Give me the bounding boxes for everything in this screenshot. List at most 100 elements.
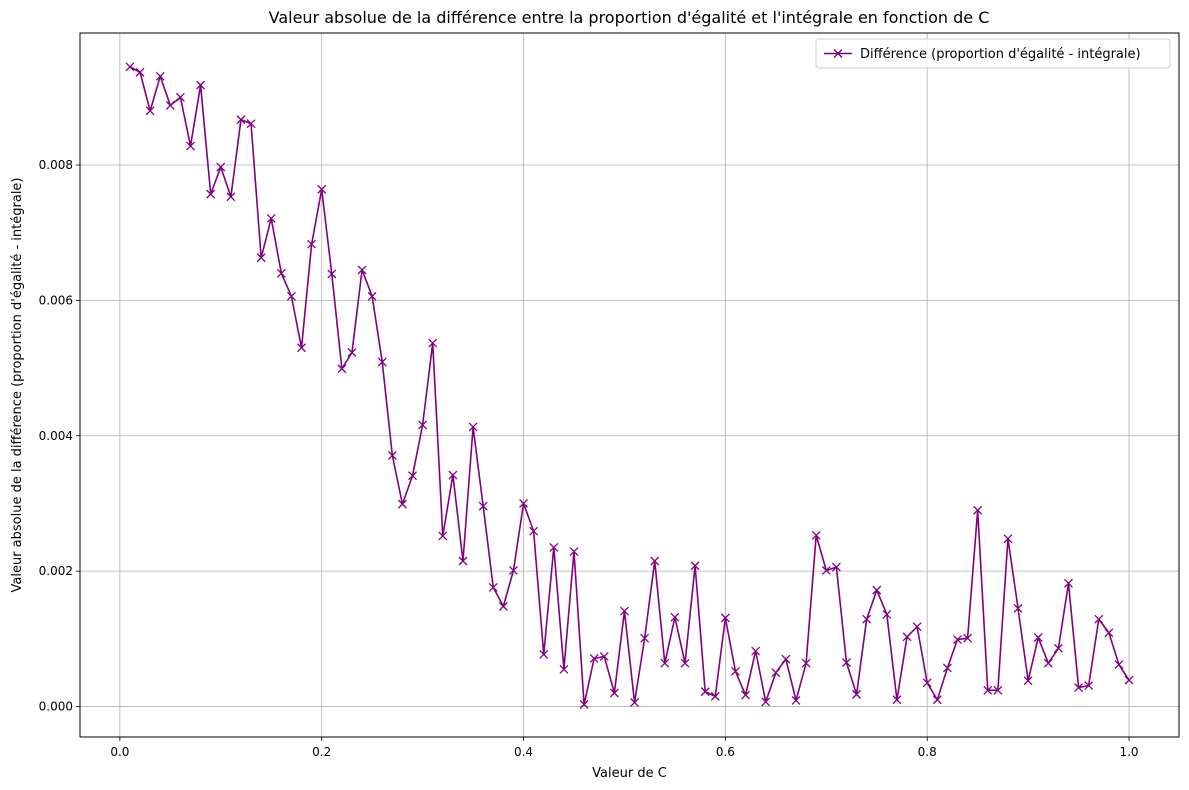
data-point-marker xyxy=(1114,660,1124,670)
data-point-marker xyxy=(791,695,801,705)
data-point-marker xyxy=(145,106,155,116)
data-point-marker xyxy=(256,253,266,263)
data-point-marker xyxy=(569,547,579,556)
data-point-marker xyxy=(458,556,468,566)
data-point-marker xyxy=(1074,683,1084,693)
data-point-marker xyxy=(589,654,599,663)
data-point-marker xyxy=(539,649,549,659)
plot-area-frame xyxy=(79,32,1180,738)
data-point-marker xyxy=(1003,534,1013,544)
data-series xyxy=(125,62,1134,709)
data-point-marker xyxy=(882,610,892,619)
data-point-marker xyxy=(983,685,993,695)
y-tick-label: 0.008 xyxy=(39,158,73,172)
data-point-marker xyxy=(781,654,791,664)
data-point-marker xyxy=(549,543,559,552)
data-point-marker xyxy=(831,562,841,572)
legend-label: Différence (proportion d'égalité - intég… xyxy=(860,47,1141,62)
x-axis-label: Valeur de C xyxy=(592,766,667,781)
data-point-marker xyxy=(367,291,377,301)
y-tick-label: 0.006 xyxy=(39,293,73,307)
data-point-marker xyxy=(468,422,478,432)
x-tick-label: 0.8 xyxy=(918,745,937,759)
data-point-marker xyxy=(529,526,539,536)
series-line xyxy=(129,66,1130,706)
data-point-marker xyxy=(357,265,367,275)
data-point-marker xyxy=(670,612,680,622)
y-tick-label: 0.000 xyxy=(39,700,73,714)
data-point-marker xyxy=(619,606,629,616)
data-point-marker xyxy=(508,566,518,575)
chart-title: Valeur absolue de la différence entre la… xyxy=(269,8,990,27)
data-point-marker xyxy=(1064,578,1073,588)
data-point-marker xyxy=(811,530,821,540)
data-point-marker xyxy=(478,501,488,511)
data-point-marker xyxy=(347,348,357,357)
data-point-marker xyxy=(155,71,165,81)
data-point-marker xyxy=(408,471,417,481)
data-point-marker xyxy=(428,338,438,348)
data-point-marker xyxy=(337,364,347,374)
data-point-marker xyxy=(1084,681,1094,691)
data-point-marker xyxy=(761,697,771,707)
data-point-marker xyxy=(579,700,589,709)
data-point-marker xyxy=(741,690,751,700)
legend-box xyxy=(815,38,1171,69)
x-tick-label: 0.0 xyxy=(110,745,129,759)
data-point-marker xyxy=(599,651,609,661)
axis-ticks: 0.0 0.2 0.4 0.6 0.8 1.0 0.000 0.002 0.004 0.006 0.… xyxy=(39,158,1139,759)
x-tick-label: 0.2 xyxy=(312,745,331,759)
data-point-marker xyxy=(317,184,327,194)
data-point-marker xyxy=(1094,614,1104,624)
data-point-marker xyxy=(276,268,286,278)
data-point-marker xyxy=(175,92,185,102)
x-tick-label: 0.6 xyxy=(716,745,735,759)
x-tick-label: 1.0 xyxy=(1119,745,1138,759)
data-point-marker xyxy=(922,678,932,688)
data-point-marker xyxy=(710,691,720,701)
data-point-marker xyxy=(125,62,135,72)
data-point-marker xyxy=(1033,633,1043,642)
data-point-marker xyxy=(1104,628,1114,638)
data-point-marker xyxy=(640,633,650,643)
data-point-marker xyxy=(448,470,458,480)
data-point-marker xyxy=(246,119,256,129)
data-point-marker xyxy=(963,633,973,643)
data-point-marker xyxy=(902,632,912,642)
data-point-marker xyxy=(973,505,983,515)
data-point-marker xyxy=(821,566,831,575)
data-point-marker xyxy=(216,162,226,172)
data-point-marker xyxy=(307,239,317,249)
legend-marker xyxy=(833,49,843,58)
data-point-marker xyxy=(751,646,761,656)
data-point-marker xyxy=(327,269,337,279)
data-point-marker xyxy=(206,189,216,199)
data-point-marker xyxy=(609,688,619,698)
data-point-marker xyxy=(498,601,508,611)
data-point-marker xyxy=(387,450,397,460)
data-point-marker xyxy=(266,214,276,223)
data-point-marker xyxy=(286,291,296,301)
data-point-marker xyxy=(438,531,448,541)
y-tick-label: 0.002 xyxy=(39,564,73,578)
data-point-marker xyxy=(953,635,962,644)
data-point-marker xyxy=(630,698,640,707)
data-point-marker xyxy=(720,613,730,623)
data-point-marker xyxy=(690,561,700,571)
data-point-marker xyxy=(852,689,862,699)
data-point-marker xyxy=(731,666,740,676)
data-point-marker xyxy=(519,499,528,508)
data-point-marker xyxy=(1053,643,1063,653)
data-point-marker xyxy=(196,80,206,90)
data-point-marker xyxy=(397,499,407,509)
data-point-marker xyxy=(377,357,387,367)
data-point-marker xyxy=(1043,658,1053,668)
data-point-marker xyxy=(842,658,851,667)
y-axis-label: Valeur absolue de la différence (proport… xyxy=(10,177,25,592)
data-point-marker xyxy=(771,668,781,678)
data-point-marker xyxy=(135,67,145,77)
data-point-marker xyxy=(418,420,428,430)
data-point-marker xyxy=(1124,675,1134,685)
data-point-marker xyxy=(942,663,952,673)
